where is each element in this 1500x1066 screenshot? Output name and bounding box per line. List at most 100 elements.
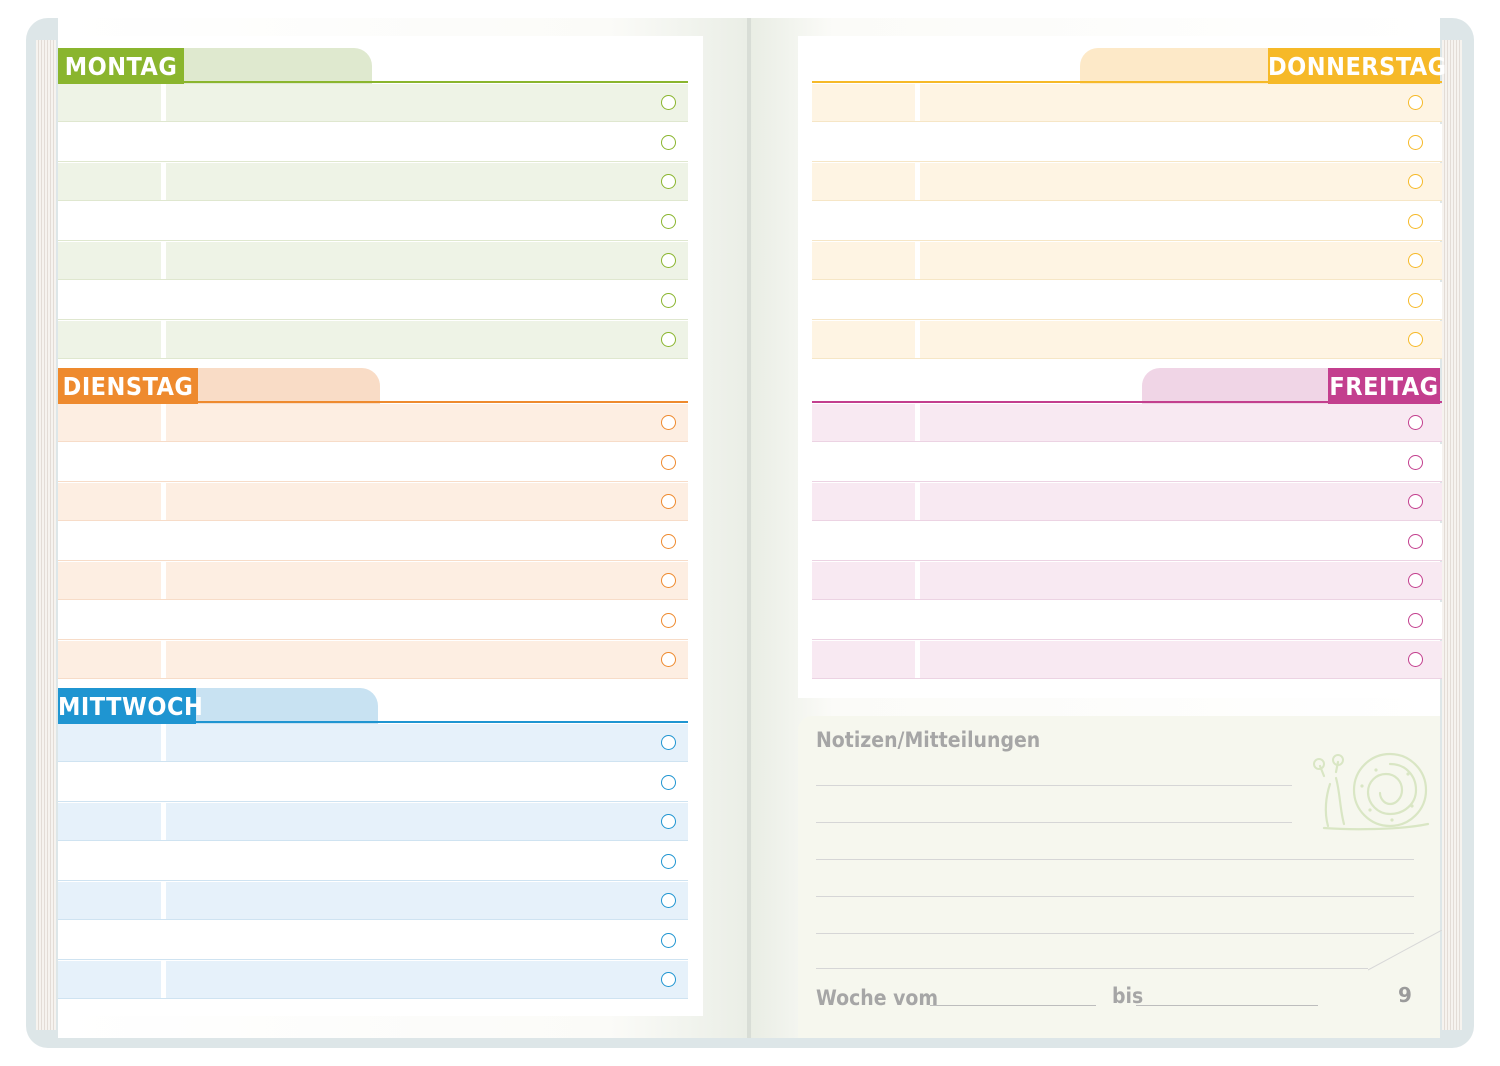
time-cell[interactable] [58,882,161,919]
task-cell[interactable] [166,803,688,840]
task-cell[interactable] [920,562,1442,599]
time-cell[interactable] [58,443,161,481]
checkbox-circle[interactable] [661,932,676,948]
checkbox-circle[interactable] [661,612,676,628]
checkbox-circle[interactable] [1408,213,1423,229]
checkbox-circle[interactable] [1408,454,1423,470]
checkbox-circle[interactable] [661,253,676,268]
task-cell[interactable] [166,123,688,161]
day-row[interactable] [58,882,688,920]
task-cell[interactable] [166,242,688,279]
day-row[interactable] [58,84,688,122]
notes-line[interactable] [816,859,1414,860]
checkbox-circle[interactable] [1408,292,1423,308]
checkbox-circle[interactable] [661,573,676,588]
task-cell[interactable] [920,641,1442,678]
checkbox-circle[interactable] [661,652,676,667]
checkbox-circle[interactable] [661,774,676,790]
time-cell[interactable] [812,483,915,520]
checkbox-circle[interactable] [661,95,676,110]
time-cell[interactable] [58,562,161,599]
task-cell[interactable] [166,404,688,441]
notes-line[interactable] [816,822,1292,823]
checkbox-circle[interactable] [661,494,676,509]
task-cell[interactable] [920,522,1442,560]
task-cell[interactable] [920,404,1442,441]
checkbox-circle[interactable] [1408,652,1423,667]
day-row[interactable] [812,202,1442,241]
task-cell[interactable] [166,202,688,240]
time-cell[interactable] [58,842,161,880]
task-cell[interactable] [166,281,688,319]
time-cell[interactable] [812,321,915,358]
task-cell[interactable] [166,842,688,880]
checkbox-circle[interactable] [1408,95,1423,110]
task-cell[interactable] [166,522,688,560]
checkbox-circle[interactable] [661,332,676,347]
task-cell[interactable] [166,921,688,959]
checkbox-circle[interactable] [1408,573,1423,588]
checkbox-circle[interactable] [661,972,676,987]
bis-field[interactable] [1136,1005,1318,1006]
checkbox-circle[interactable] [661,853,676,869]
time-cell[interactable] [58,803,161,840]
day-row[interactable] [58,641,688,679]
task-cell[interactable] [166,961,688,998]
task-cell[interactable] [166,763,688,801]
day-row[interactable] [58,522,688,561]
time-cell[interactable] [58,281,161,319]
time-cell[interactable] [58,921,161,959]
checkbox-circle[interactable] [1408,174,1423,189]
day-row[interactable] [812,641,1442,679]
task-cell[interactable] [920,321,1442,358]
task-cell[interactable] [166,882,688,919]
checkbox-circle[interactable] [1408,612,1423,628]
task-cell[interactable] [920,242,1442,279]
time-cell[interactable] [58,321,161,358]
time-cell[interactable] [58,483,161,520]
day-row[interactable] [58,724,688,762]
woche-vom-field[interactable] [930,1005,1096,1006]
day-row[interactable] [58,562,688,600]
day-row[interactable] [812,163,1442,201]
task-cell[interactable] [920,163,1442,200]
checkbox-circle[interactable] [661,415,676,430]
day-row[interactable] [58,123,688,162]
day-row[interactable] [58,404,688,442]
time-cell[interactable] [812,202,915,240]
notes-line[interactable] [816,896,1414,897]
time-cell[interactable] [58,242,161,279]
task-cell[interactable] [920,601,1442,639]
day-row[interactable] [812,242,1442,280]
time-cell[interactable] [812,443,915,481]
day-row[interactable] [58,921,688,960]
day-row[interactable] [812,443,1442,482]
day-row[interactable] [58,321,688,359]
day-row[interactable] [58,763,688,802]
day-row[interactable] [812,84,1442,122]
checkbox-circle[interactable] [661,213,676,229]
task-cell[interactable] [920,202,1442,240]
time-cell[interactable] [812,522,915,560]
time-cell[interactable] [812,84,915,121]
day-row[interactable] [812,483,1442,521]
notes-line[interactable] [816,933,1414,934]
checkbox-circle[interactable] [661,454,676,470]
task-cell[interactable] [920,281,1442,319]
task-cell[interactable] [166,84,688,121]
checkbox-circle[interactable] [661,292,676,308]
checkbox-circle[interactable] [661,533,676,549]
task-cell[interactable] [166,163,688,200]
checkbox-circle[interactable] [1408,415,1423,430]
day-row[interactable] [812,562,1442,600]
task-cell[interactable] [166,321,688,358]
time-cell[interactable] [58,84,161,121]
checkbox-circle[interactable] [1408,494,1423,509]
notes-line[interactable] [816,785,1292,786]
time-cell[interactable] [58,641,161,678]
time-cell[interactable] [812,404,915,441]
time-cell[interactable] [58,202,161,240]
checkbox-circle[interactable] [661,735,676,750]
task-cell[interactable] [166,724,688,761]
time-cell[interactable] [812,601,915,639]
